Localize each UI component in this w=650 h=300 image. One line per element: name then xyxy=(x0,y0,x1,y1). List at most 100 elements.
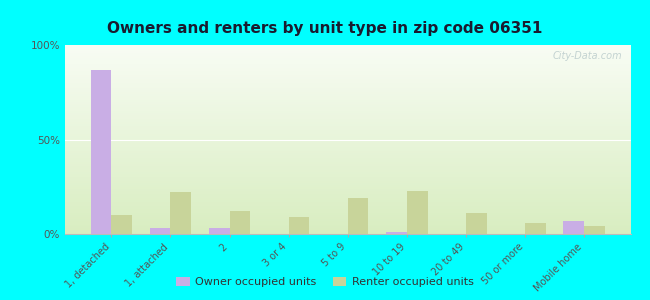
Bar xyxy=(65,0,630,113)
Bar xyxy=(65,0,630,179)
Bar xyxy=(65,45,630,234)
Bar xyxy=(65,0,630,173)
Bar xyxy=(65,0,630,124)
Text: City-Data.com: City-Data.com xyxy=(552,51,622,61)
Bar xyxy=(65,0,630,47)
Bar xyxy=(65,0,630,130)
Bar xyxy=(65,32,630,221)
Bar xyxy=(65,0,630,90)
Bar xyxy=(65,0,630,68)
Bar xyxy=(65,0,630,160)
Bar xyxy=(229,211,250,234)
Bar xyxy=(65,43,630,232)
Bar xyxy=(65,17,630,206)
Bar xyxy=(65,0,630,128)
Bar xyxy=(65,0,630,111)
Bar xyxy=(65,0,630,158)
Bar xyxy=(65,0,630,73)
Bar xyxy=(65,0,630,117)
Bar xyxy=(65,0,630,132)
Bar xyxy=(65,3,630,192)
Bar xyxy=(525,223,546,234)
Bar xyxy=(65,13,630,202)
Bar xyxy=(65,28,630,217)
Bar xyxy=(65,0,630,176)
Bar xyxy=(65,0,630,107)
Bar xyxy=(65,0,630,151)
Bar xyxy=(65,0,630,189)
Bar xyxy=(65,0,630,109)
Bar xyxy=(65,39,630,228)
Bar xyxy=(65,22,630,211)
Bar xyxy=(65,0,630,100)
Bar xyxy=(65,0,630,92)
Bar xyxy=(65,0,630,119)
Bar xyxy=(65,0,630,183)
Bar xyxy=(65,0,630,153)
Bar xyxy=(65,0,630,147)
Bar xyxy=(65,19,630,208)
Bar xyxy=(65,41,630,230)
Bar xyxy=(65,0,630,71)
Bar xyxy=(65,0,630,106)
Bar xyxy=(65,0,630,126)
Bar xyxy=(65,0,630,121)
Bar xyxy=(65,0,630,58)
Bar xyxy=(65,0,630,51)
Bar xyxy=(65,0,630,136)
Bar xyxy=(65,34,630,223)
Bar xyxy=(65,0,630,81)
Bar xyxy=(65,0,630,140)
Bar xyxy=(65,0,630,170)
Bar xyxy=(65,0,630,149)
Bar xyxy=(65,0,630,103)
Bar xyxy=(65,0,630,64)
Bar xyxy=(91,70,111,234)
Bar xyxy=(65,5,630,194)
Bar xyxy=(65,0,630,75)
Bar xyxy=(65,24,630,213)
Bar xyxy=(209,228,229,234)
Bar xyxy=(65,0,630,145)
Bar xyxy=(65,0,630,79)
Bar xyxy=(65,0,630,134)
Bar xyxy=(65,0,630,164)
Bar xyxy=(65,0,630,102)
Bar xyxy=(65,0,630,162)
Bar xyxy=(65,0,630,56)
Bar xyxy=(65,0,630,187)
Bar xyxy=(65,35,630,224)
Bar xyxy=(65,0,630,88)
Bar xyxy=(65,20,630,209)
Bar xyxy=(65,0,630,83)
Bar xyxy=(65,2,630,190)
Bar xyxy=(65,0,630,141)
Bar xyxy=(348,198,369,234)
Bar xyxy=(65,0,630,60)
Bar xyxy=(65,0,630,66)
Bar xyxy=(65,30,630,219)
Bar xyxy=(65,0,630,181)
Bar xyxy=(584,226,604,234)
Bar xyxy=(65,0,630,70)
Bar xyxy=(150,228,170,234)
Bar xyxy=(65,0,630,185)
Bar xyxy=(65,0,630,172)
Bar xyxy=(65,0,630,94)
Bar xyxy=(170,192,191,234)
Bar xyxy=(466,213,487,234)
Bar xyxy=(65,0,630,115)
Bar xyxy=(65,0,630,177)
Bar xyxy=(65,0,630,85)
Legend: Owner occupied units, Renter occupied units: Owner occupied units, Renter occupied un… xyxy=(172,272,478,291)
Bar xyxy=(564,221,584,234)
Bar xyxy=(65,38,630,226)
Bar xyxy=(65,0,630,62)
Bar xyxy=(65,15,630,204)
Bar xyxy=(289,217,309,234)
Bar xyxy=(65,0,630,54)
Bar xyxy=(65,0,630,157)
Bar xyxy=(65,11,630,200)
Bar xyxy=(65,0,630,96)
Bar xyxy=(65,0,630,122)
